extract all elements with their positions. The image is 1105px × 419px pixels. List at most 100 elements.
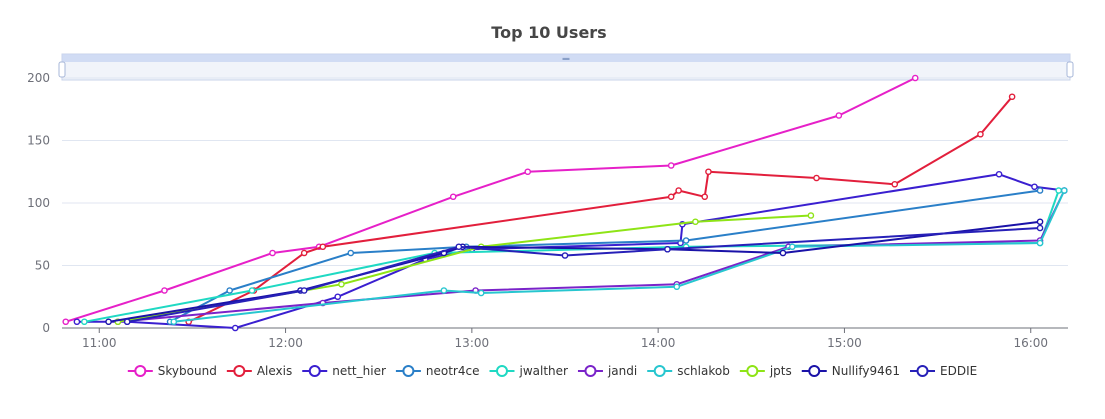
legend-marker-icon: [402, 365, 415, 377]
data-point[interactable]: [667, 162, 675, 169]
legend-label: jwalther: [518, 364, 568, 378]
data-point[interactable]: [73, 318, 81, 326]
y-tick-label: 150: [27, 134, 50, 148]
data-point[interactable]: [673, 283, 681, 291]
data-point[interactable]: [813, 174, 820, 182]
data-point[interactable]: [440, 287, 448, 294]
data-point[interactable]: [995, 170, 1003, 178]
data-point[interactable]: [675, 187, 682, 194]
data-point[interactable]: [1008, 93, 1016, 101]
data-point[interactable]: [334, 293, 342, 301]
y-tick-label: 0: [42, 321, 50, 335]
data-point[interactable]: [1055, 187, 1062, 194]
legend-marker-icon: [495, 365, 508, 377]
data-point[interactable]: [269, 249, 276, 257]
legend-label: Nullify9461: [832, 364, 900, 378]
data-point[interactable]: [1031, 183, 1038, 191]
legend-item[interactable]: jpts: [739, 364, 792, 378]
data-point[interactable]: [1060, 187, 1068, 194]
data-point[interactable]: [123, 318, 131, 326]
data-point[interactable]: [477, 289, 485, 297]
series-nett-hier[interactable]: [73, 170, 1068, 332]
data-point[interactable]: [664, 245, 671, 253]
x-tick-label: 12:00: [268, 336, 303, 350]
legend-label: Skybound: [158, 364, 217, 378]
y-tick-label: 50: [35, 259, 50, 273]
data-point[interactable]: [347, 249, 355, 257]
data-point[interactable]: [779, 249, 787, 257]
series-line[interactable]: [173, 190, 1066, 323]
legend-marker-icon: [653, 365, 666, 377]
legend-item[interactable]: EDDIE: [910, 364, 977, 378]
zoom-right-handle[interactable]: [1066, 61, 1074, 78]
data-point[interactable]: [455, 243, 463, 251]
data-point[interactable]: [449, 193, 457, 201]
legend-label: jandi: [607, 364, 637, 378]
data-point[interactable]: [682, 237, 690, 244]
legend-item[interactable]: nett_hier: [302, 364, 386, 378]
data-point[interactable]: [300, 249, 308, 257]
series-schlakob[interactable]: [170, 187, 1068, 326]
data-point[interactable]: [692, 218, 699, 226]
x-tick-label: 15:00: [827, 336, 862, 350]
legend-label: schlakob: [677, 364, 730, 378]
zoom-left-handle[interactable]: [58, 61, 66, 78]
legend-marker-icon: [308, 365, 321, 377]
axes: 0 50 100 150 200 11:00 12:00 13:00 14:00 15:00 16:…: [27, 71, 1048, 350]
legend-marker-icon: [916, 365, 929, 377]
series-line[interactable]: [188, 96, 1013, 323]
legend-item[interactable]: Nullify9461: [801, 364, 900, 378]
data-point[interactable]: [667, 193, 675, 201]
zoom-slider[interactable]: ▬: [58, 53, 1074, 81]
data-point[interactable]: [170, 318, 178, 326]
legend-item[interactable]: Skybound: [127, 364, 217, 378]
x-tick-label: 16:00: [1013, 336, 1048, 350]
y-tick-label: 100: [27, 196, 50, 210]
data-point[interactable]: [248, 287, 256, 294]
x-tick-label: 14:00: [641, 336, 676, 350]
data-point[interactable]: [105, 318, 112, 326]
data-point[interactable]: [524, 168, 532, 176]
data-point[interactable]: [231, 324, 239, 332]
x-tick-label: 13:00: [455, 336, 490, 350]
data-point[interactable]: [911, 74, 919, 82]
grid-lines: [62, 77, 1068, 329]
legend-item[interactable]: Alexis: [226, 364, 292, 378]
data-point[interactable]: [807, 212, 815, 219]
legend-item[interactable]: jandi: [577, 364, 637, 378]
data-point[interactable]: [705, 168, 712, 176]
series-line[interactable]: [127, 227, 1041, 323]
data-point[interactable]: [1036, 218, 1044, 226]
series-skybound[interactable]: [62, 74, 919, 326]
data-point[interactable]: [226, 287, 233, 294]
y-tick-label: 200: [27, 71, 50, 85]
data-point[interactable]: [300, 287, 308, 294]
series-line[interactable]: [117, 190, 1066, 323]
series-eddie[interactable]: [123, 224, 1044, 326]
data-point[interactable]: [161, 287, 168, 294]
data-point[interactable]: [561, 252, 569, 259]
data-point[interactable]: [62, 318, 70, 326]
legend[interactable]: Skybound Alexis nett_hier neotr4ce jwalther j…: [127, 364, 977, 378]
legend-item[interactable]: jwalther: [489, 364, 568, 378]
zoom-slider-handle-bar[interactable]: [62, 54, 1070, 62]
data-point[interactable]: [1036, 187, 1044, 194]
legend-item[interactable]: schlakob: [647, 364, 730, 378]
data-point[interactable]: [81, 318, 88, 326]
series-line[interactable]: [65, 77, 916, 323]
data-point[interactable]: [891, 180, 899, 188]
legend-marker-icon: [134, 365, 147, 377]
data-point[interactable]: [1036, 239, 1044, 247]
data-point[interactable]: [835, 112, 843, 119]
chart-title: Top 10 Users: [491, 23, 606, 42]
data-point[interactable]: [977, 130, 984, 138]
data-point[interactable]: [788, 243, 796, 251]
data-point[interactable]: [1036, 224, 1044, 232]
legend-item[interactable]: neotr4ce: [395, 364, 480, 378]
data-point[interactable]: [338, 280, 345, 288]
series-alexis[interactable]: [185, 93, 1016, 326]
zoom-grip-icon: ▬: [563, 55, 570, 62]
data-point[interactable]: [701, 193, 709, 201]
data-point[interactable]: [319, 243, 327, 251]
